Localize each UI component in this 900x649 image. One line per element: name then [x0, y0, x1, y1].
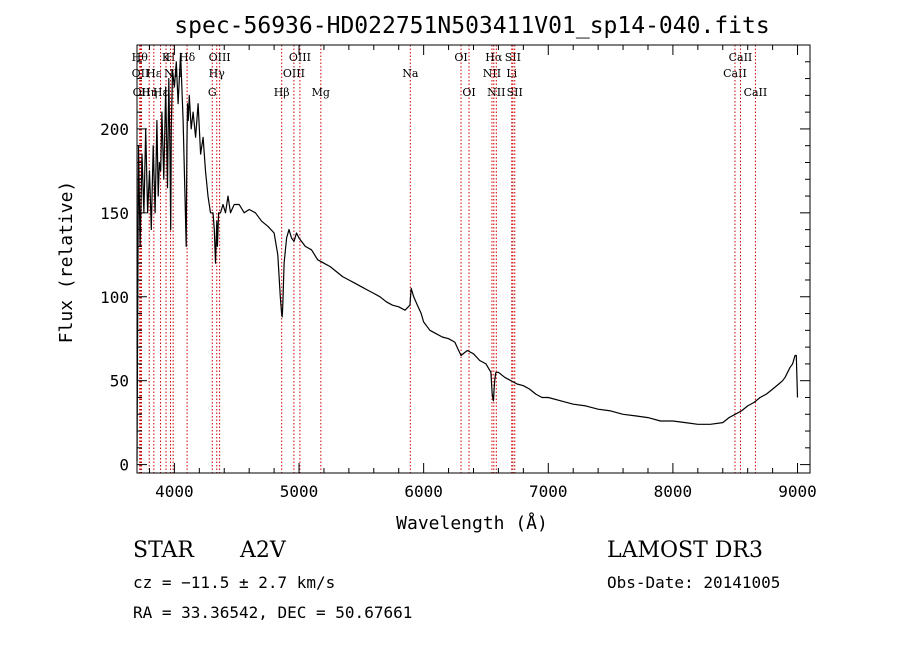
x-tick-label: 7000: [529, 482, 568, 501]
object-subclass: A2V: [240, 538, 286, 563]
y-tick-label: 50: [110, 372, 129, 391]
y-tick-label: 0: [119, 456, 129, 475]
spectrum-line: [136, 52, 799, 462]
marker-label: OI: [454, 51, 467, 64]
marker-label: Na: [402, 67, 419, 80]
marker-label: K: [162, 51, 171, 64]
marker-label: Hθ: [132, 51, 149, 64]
marker-label: CaII: [729, 51, 753, 64]
spectrum-series: [136, 52, 799, 462]
coordinates-text: RA = 33.36542, DEC = 50.67661: [133, 603, 413, 622]
redshift-text: cz = −11.5 ± 2.7 km/s: [133, 573, 336, 592]
y-tick-label: 100: [100, 288, 129, 307]
y-tick-label: 150: [100, 204, 129, 223]
x-axis-label: Wavelength (Å): [396, 512, 548, 534]
y-axis-label: Flux (relative): [56, 181, 77, 344]
marker-label: Li: [506, 67, 517, 80]
marker-label: NII: [487, 86, 505, 99]
marker-label: Hγ: [209, 67, 226, 80]
plot-frame: [136, 44, 811, 474]
spectral-line-markers: HθOIIOIIHηHεHεKHNIIHδGHγOIIIHβOIIIOIIIMg…: [132, 45, 768, 473]
marker-label: OIII: [283, 67, 305, 80]
object-class: STAR: [133, 538, 194, 563]
marker-label: OII: [132, 67, 150, 80]
marker-label: CaII: [723, 67, 747, 80]
x-tick-label: 9000: [778, 482, 817, 501]
marker-label: Hδ: [179, 51, 196, 64]
marker-label: SII: [505, 51, 521, 64]
marker-label: H: [166, 51, 176, 64]
marker-label: Hα: [485, 51, 503, 64]
marker-label: Hε: [146, 67, 162, 80]
marker-label: SII: [507, 86, 523, 99]
x-tick-label: 6000: [404, 482, 443, 501]
marker-label: OI: [462, 86, 475, 99]
y-tick-label: 200: [100, 120, 129, 139]
marker-label: Hβ: [274, 86, 290, 99]
marker-label: OIII: [209, 51, 231, 64]
obs-date-text: Obs-Date: 20141005: [607, 573, 781, 592]
plot-axes: 4000 5000 6000 7000 8000 9000 0 50 100 150 200: [100, 44, 817, 501]
x-tick-label: 5000: [280, 482, 319, 501]
x-tick-label: 8000: [654, 482, 693, 501]
marker-label: Hη: [141, 86, 157, 99]
x-tick-label: 4000: [155, 482, 194, 501]
marker-label: Hε: [153, 86, 169, 99]
marker-label: NII: [483, 67, 501, 80]
survey-name: LAMOST DR3: [607, 538, 763, 563]
marker-label: G: [208, 86, 217, 99]
marker-label: CaII: [744, 86, 768, 99]
chart-title: spec-56936-HD022751N503411V01_sp14-040.f…: [174, 13, 769, 39]
marker-label: OIII: [289, 51, 311, 64]
marker-label: Mg: [312, 86, 330, 99]
